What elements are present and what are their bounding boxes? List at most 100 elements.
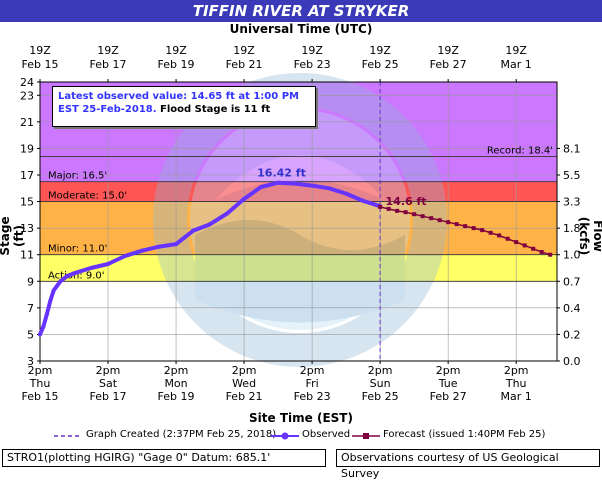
footer: Graph Created (2:37PM Feb 25, 2018) Obse… bbox=[0, 428, 602, 480]
top-tick-label: 19Z bbox=[505, 44, 527, 57]
footer-credit: Observations courtesy of US Geological S… bbox=[336, 449, 600, 480]
observed-point bbox=[89, 266, 94, 270]
legend-row: Graph Created (2:37PM Feb 25, 2018) Obse… bbox=[0, 428, 602, 444]
watermark-sky bbox=[190, 110, 410, 330]
observed-point bbox=[327, 186, 332, 191]
forecast-point bbox=[420, 214, 425, 219]
x-tick-label: 2pm bbox=[504, 364, 529, 377]
x-tick-label: Feb 23 bbox=[294, 390, 331, 403]
observed-point bbox=[259, 184, 264, 189]
chart-svg: Action: 9.0' Minor: 11.0' Moderate: 15.0' M… bbox=[20, 44, 581, 403]
flow-tick-label: 0.4 bbox=[563, 302, 581, 315]
x-tick-label: 2pm bbox=[96, 364, 121, 377]
observed-point bbox=[48, 299, 53, 304]
flow-tick-label: 1.0 bbox=[563, 249, 581, 262]
forecast-point bbox=[522, 243, 527, 248]
bottom-axis-title: Site Time (EST) bbox=[249, 411, 353, 425]
plot-frame bbox=[39, 81, 558, 362]
observed-point bbox=[157, 244, 162, 249]
observed-point bbox=[208, 222, 213, 227]
title-bar: TIFFIN RIVER AT STRYKER bbox=[0, 0, 602, 22]
forecast-point bbox=[488, 230, 493, 235]
flow-tick-label: 0.2 bbox=[563, 328, 581, 341]
forecast-point bbox=[505, 236, 510, 241]
observed-point bbox=[58, 279, 63, 284]
forecast-point bbox=[531, 246, 536, 251]
y-tick-label: 11 bbox=[20, 249, 34, 262]
forecast-point bbox=[497, 233, 502, 238]
observed-point bbox=[191, 228, 196, 233]
legend-created-label: Graph Created (2:37PM Feb 25, 2018) bbox=[86, 429, 277, 440]
x-tick-label: 2pm bbox=[436, 364, 461, 377]
watermark-wave bbox=[195, 220, 405, 323]
top-tick-label: 19Z bbox=[29, 44, 51, 57]
observed-point bbox=[310, 183, 315, 188]
flow-tick-label: 8.1 bbox=[563, 142, 581, 155]
info-line-1: Latest observed value: 14.65 ft at 1:00 … bbox=[58, 91, 299, 102]
forecast-point bbox=[446, 220, 451, 225]
x-tick-label: Tue bbox=[438, 377, 458, 390]
x-tick-label: Feb 17 bbox=[90, 390, 127, 403]
y-tick-label: 19 bbox=[20, 142, 34, 155]
x-tick-label: Feb 15 bbox=[22, 390, 59, 403]
chart-title: TIFFIN RIVER AT STRYKER bbox=[192, 2, 410, 20]
y-tick-label: 17 bbox=[20, 169, 34, 182]
observed-point bbox=[293, 181, 298, 186]
observed-point bbox=[242, 196, 247, 201]
band-moderate bbox=[40, 181, 557, 202]
annotation-label: 16.42 ft bbox=[257, 167, 306, 180]
legend-forecast-marker bbox=[363, 433, 369, 439]
top-tick-label: Feb 23 bbox=[294, 58, 331, 71]
threshold-lines: Action: 9.0' Minor: 11.0' Moderate: 15.0' M… bbox=[40, 82, 557, 361]
flow-tick-label: 1.8 bbox=[563, 222, 581, 235]
legend-created-symbol bbox=[54, 435, 82, 437]
top-tick-label: Feb 21 bbox=[226, 58, 263, 71]
forecast-point bbox=[454, 222, 459, 227]
x-tick-label: Thu bbox=[29, 377, 51, 390]
observed-point bbox=[41, 324, 46, 329]
forecast-point bbox=[378, 204, 383, 209]
observed-point bbox=[123, 254, 128, 259]
x-tick-label: 2pm bbox=[164, 364, 189, 377]
x-tick-label: Sun bbox=[370, 377, 391, 390]
flow-tick-label: 5.5 bbox=[563, 169, 581, 182]
forecast-point bbox=[403, 210, 408, 215]
x-tick-label: 2pm bbox=[28, 364, 53, 377]
observed-point bbox=[140, 248, 145, 253]
x-tick-label: Feb 25 bbox=[362, 390, 399, 403]
threshold-record-label: Record: 18.4' bbox=[487, 145, 553, 156]
legend-forecast-symbol bbox=[352, 433, 380, 439]
forecast-point bbox=[386, 206, 391, 211]
series: 16.42 ft 14.6 ft bbox=[38, 167, 553, 337]
observed-point bbox=[225, 211, 230, 216]
threshold-minor-label: Minor: 11.0' bbox=[48, 244, 107, 255]
flow-tick-label: 0.0 bbox=[563, 355, 581, 368]
legend-forecast-label: Forecast (issued 1:40PM Feb 25) bbox=[383, 429, 546, 440]
forecast-point bbox=[471, 226, 476, 231]
observed-point bbox=[106, 262, 111, 267]
forecast-point bbox=[437, 218, 442, 223]
threshold-major-label: Major: 16.5' bbox=[48, 171, 107, 182]
forecast-point bbox=[514, 240, 519, 245]
observed-point bbox=[44, 312, 49, 317]
x-tick-label: Feb 27 bbox=[430, 390, 467, 403]
annotation-label: 14.6 ft bbox=[386, 195, 427, 208]
y-tick-label: 15 bbox=[20, 196, 34, 209]
forecast-point bbox=[539, 250, 544, 255]
top-tick-label: Feb 25 bbox=[362, 58, 399, 71]
forecast-point bbox=[463, 224, 468, 229]
top-tick-label: 19Z bbox=[369, 44, 391, 57]
flow-tick-label: 0.7 bbox=[563, 275, 581, 288]
top-tick-label: 19Z bbox=[165, 44, 187, 57]
y-tick-label: 3 bbox=[27, 355, 34, 368]
info-box: Latest observed value: 14.65 ft at 1:00 … bbox=[52, 86, 316, 127]
watermark-bird bbox=[215, 155, 385, 200]
observed-point bbox=[65, 273, 70, 278]
x-tick-label: Mon bbox=[164, 377, 187, 390]
observed-point bbox=[174, 242, 179, 247]
x-tick-label: Sat bbox=[99, 377, 118, 390]
threshold-moderate-label: Moderate: 15.0' bbox=[48, 191, 127, 202]
threshold-action-label: Action: 9.0' bbox=[48, 270, 105, 281]
top-tick-label: 19Z bbox=[437, 44, 459, 57]
